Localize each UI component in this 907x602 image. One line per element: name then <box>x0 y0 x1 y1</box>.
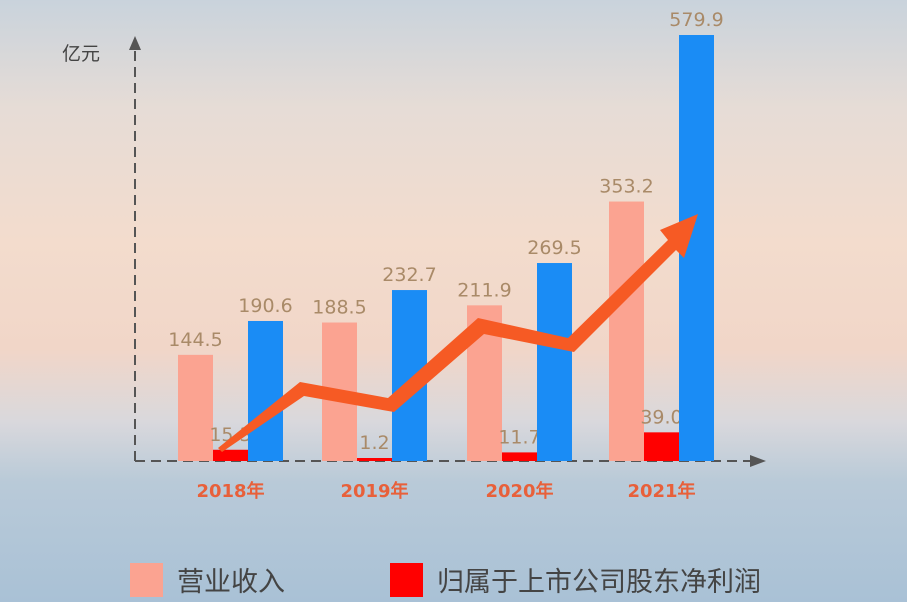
legend-swatch <box>130 562 163 597</box>
x-tick-label: 2019年 <box>340 480 408 502</box>
y-axis-unit: 亿元 <box>62 43 100 65</box>
data-label: 11.7 <box>498 426 540 448</box>
trend-arrow <box>218 214 698 452</box>
bar <box>213 449 248 461</box>
bar <box>609 201 644 461</box>
x-axis-arrow-icon <box>750 455 766 467</box>
data-label: 39.0 <box>640 406 682 428</box>
x-tick-label: 2018年 <box>196 480 264 502</box>
bar <box>248 320 283 461</box>
x-tick-label: 2021年 <box>627 480 695 502</box>
bar <box>537 263 572 461</box>
data-label: 1.2 <box>359 432 389 454</box>
bar <box>502 452 537 461</box>
data-label: 190.6 <box>238 295 292 317</box>
data-label: 188.5 <box>312 297 366 319</box>
trend-arrow-shape <box>218 214 698 452</box>
data-label: 232.7 <box>382 264 436 286</box>
data-label: 269.5 <box>527 237 581 259</box>
data-label: 353.2 <box>599 176 653 198</box>
legend-swatch <box>390 562 423 597</box>
data-label: 144.5 <box>168 329 222 351</box>
legend-label: 归属于上市公司股东净利润 <box>437 567 761 598</box>
bar <box>178 354 213 461</box>
bar <box>357 458 392 461</box>
legend-item-net-profit: 归属于上市公司股东净利润 <box>390 560 761 599</box>
data-label: 211.9 <box>457 279 511 301</box>
x-tick-label: 2020年 <box>485 480 553 502</box>
y-axis-arrow-icon <box>129 36 141 50</box>
bar <box>644 432 679 461</box>
legend-label: 营业收入 <box>177 567 285 598</box>
legend-item-revenue: 营业收入 <box>130 560 285 599</box>
data-label: 579.9 <box>669 9 723 31</box>
data-label: 15.3 <box>209 424 251 446</box>
